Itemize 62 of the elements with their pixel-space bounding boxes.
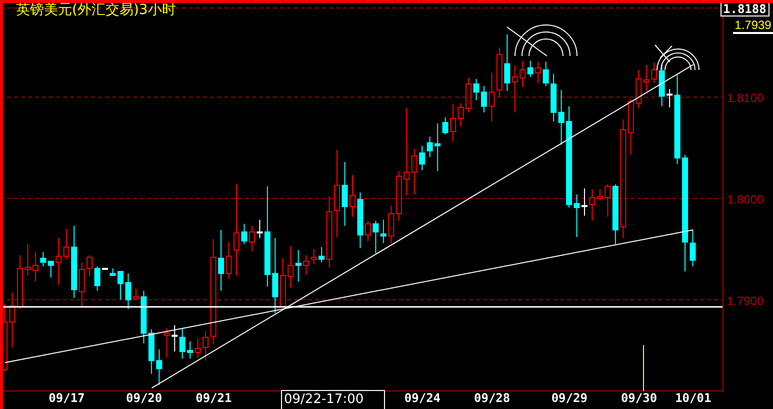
x-tick-label: 09/21 [196, 391, 232, 405]
candlestick [63, 228, 70, 260]
candlestick [48, 260, 54, 278]
candlestick [372, 220, 379, 254]
x-tick-label: 09/29 [551, 391, 588, 405]
y-tick-label: 1.8000 [727, 192, 764, 206]
y-tick-label: 1.7900 [727, 294, 764, 308]
y-tick-label: 1.8100 [727, 91, 764, 106]
candlestick [364, 220, 371, 242]
candlestick [40, 252, 46, 267]
candlestick [234, 184, 240, 276]
candlestick [380, 219, 386, 244]
x-tick-label: 09/17 [48, 391, 85, 405]
candlestick [256, 219, 263, 239]
candlestick [172, 324, 178, 352]
candlestick [643, 64, 650, 92]
x-tick-label: 09/30 [620, 391, 658, 405]
candlestick [194, 338, 201, 358]
candlestick [535, 61, 542, 84]
chart-title: 英镑美元(外汇交易)3小时 [16, 1, 176, 19]
candlestick [164, 328, 170, 358]
candlestick [411, 148, 418, 195]
x-tick-label: 09/28 [474, 391, 510, 405]
candlestick [310, 248, 317, 265]
candlestick [226, 242, 232, 280]
candlestick [248, 225, 255, 252]
x-tick-label: 09/24 [404, 391, 441, 405]
candlestick [450, 104, 456, 142]
candlestick [342, 162, 348, 226]
candlestick [241, 223, 248, 245]
candlestick [690, 229, 696, 267]
candlestick [78, 262, 85, 308]
candlestick [582, 188, 588, 216]
candlestick [504, 34, 510, 92]
candlestick [666, 88, 673, 108]
candlestick [318, 246, 325, 263]
candlestick [94, 266, 100, 292]
candlestick [303, 254, 310, 275]
candlestick [56, 238, 62, 286]
candlestick [388, 205, 394, 244]
candlestick [488, 72, 495, 122]
x-tick-label: 09/20 [126, 391, 162, 405]
text: 1.7939 [733, 18, 773, 34]
x-tick-label: 10/01 [675, 391, 712, 405]
candlestick [32, 252, 38, 282]
candlestick [542, 61, 549, 87]
candlestick [132, 288, 139, 300]
candlestick [86, 254, 93, 278]
candlestick [651, 62, 658, 84]
y-tick-label: 1.8188 [723, 2, 766, 16]
candlestick [574, 194, 580, 238]
candlestick [473, 78, 480, 101]
candlestick [218, 229, 224, 292]
candlestick [527, 60, 534, 78]
candlestick [419, 145, 426, 171]
text: 09/22-17:00 [281, 390, 385, 409]
candlestick [589, 188, 596, 222]
candlestick [442, 116, 448, 136]
candlestick [480, 86, 487, 113]
candlestick [295, 250, 302, 282]
candlestick [202, 330, 209, 362]
candlestick [350, 174, 356, 218]
